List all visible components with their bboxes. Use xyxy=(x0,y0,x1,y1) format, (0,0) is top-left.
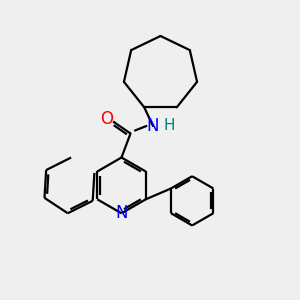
Text: O: O xyxy=(100,110,113,128)
Text: N: N xyxy=(115,204,128,222)
Text: N: N xyxy=(147,117,159,135)
Text: H: H xyxy=(164,118,175,134)
